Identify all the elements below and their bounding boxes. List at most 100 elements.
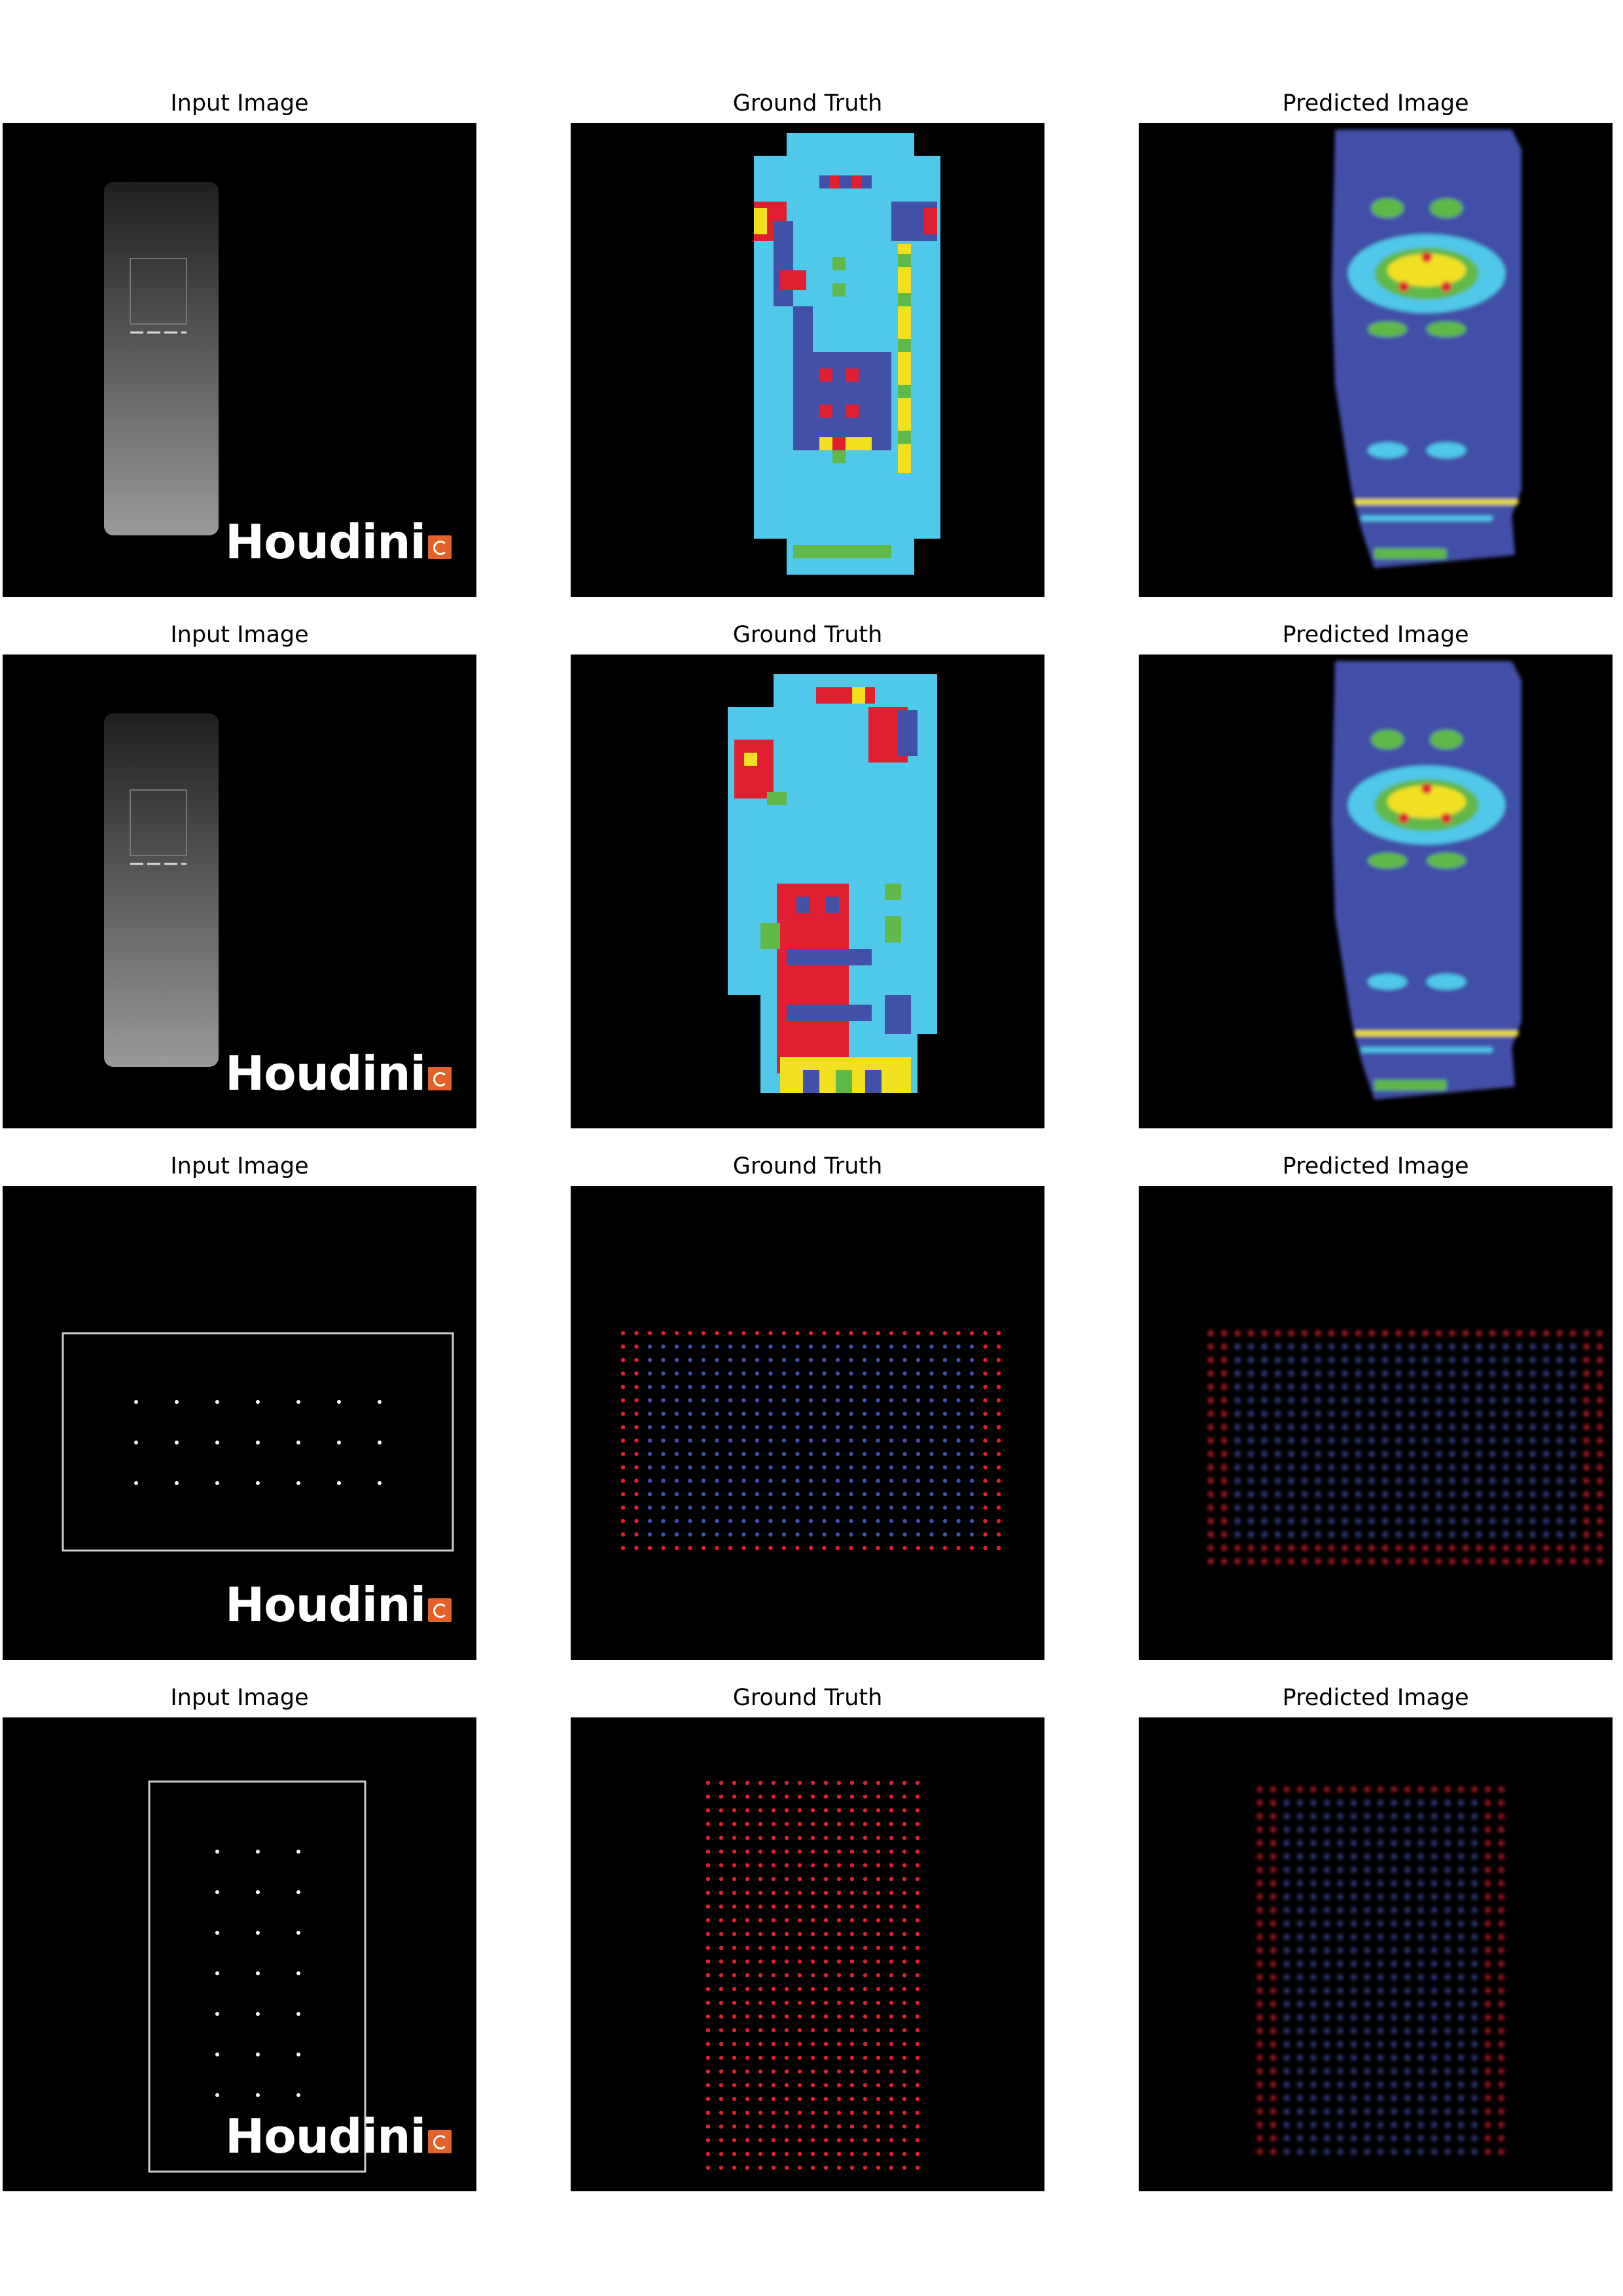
grid-dot	[1351, 1800, 1357, 1806]
grid-dot	[811, 2166, 815, 2170]
grid-dot	[1489, 1424, 1495, 1430]
grid-dot	[772, 2015, 776, 2018]
grid-dot	[745, 1877, 749, 1881]
grid-dot	[956, 1358, 960, 1362]
grid-dot	[850, 2125, 854, 2128]
grid-dot	[836, 1439, 840, 1443]
grid-dot	[983, 1385, 987, 1389]
grid-dot	[1570, 1545, 1576, 1551]
grid-dot	[1284, 2095, 1290, 2101]
grid-dot	[782, 1331, 786, 1335]
grid-dot	[772, 2083, 776, 2087]
grid-dot	[1208, 1451, 1214, 1457]
grid-dot	[889, 1546, 893, 1550]
grid-dot	[1324, 2095, 1330, 2101]
grid-dot	[1342, 1411, 1348, 1417]
grid-dot	[929, 1331, 933, 1335]
grid-dot	[1364, 1840, 1370, 1846]
grid-dot	[876, 1479, 880, 1482]
grid-dot	[1284, 1800, 1290, 1806]
grid-dot	[1284, 2136, 1290, 2142]
grid-dot	[1275, 1424, 1281, 1430]
grid-dot	[1270, 1867, 1276, 1873]
grid-dot	[296, 1400, 300, 1404]
grid-dot	[1409, 1505, 1415, 1511]
grid-dot	[809, 1398, 813, 1402]
grid-dot	[1472, 2055, 1478, 2061]
grid-dot	[1418, 2001, 1424, 2007]
grid-dot	[1235, 1371, 1241, 1376]
grid-dot	[1543, 1545, 1549, 1551]
grid-dot	[1418, 1814, 1424, 1820]
grid-dot	[1351, 2109, 1357, 2115]
grid-dot	[1364, 1921, 1370, 1927]
grid-dot	[1275, 1558, 1281, 1564]
grid-dot	[768, 1425, 772, 1429]
grid-dot	[1355, 1438, 1361, 1444]
grid-dot	[661, 1492, 665, 1496]
grid-dot	[1445, 2028, 1451, 2034]
grid-dot	[983, 1532, 987, 1536]
grid-dot	[1351, 2041, 1357, 2047]
grid-dot	[755, 1465, 759, 1469]
grid-dot	[296, 1890, 300, 1894]
grid-dot	[1221, 1384, 1227, 1390]
grid-dot	[916, 1439, 920, 1443]
grid-dot	[688, 1331, 692, 1335]
grid-dot	[902, 1973, 906, 1977]
grid-dot	[1530, 1532, 1536, 1537]
grid-dot	[1351, 2001, 1357, 2007]
grid-dot	[850, 1808, 854, 1812]
grid-dot	[1485, 1880, 1491, 1886]
grid-dot	[1499, 2122, 1505, 2128]
grid-dot	[837, 1973, 841, 1977]
grid-dot	[1431, 1907, 1437, 1913]
grid-dot	[1338, 1854, 1344, 1859]
grid-dot	[876, 2001, 880, 2005]
grid-dot	[1499, 1867, 1505, 1873]
grid-dot	[1431, 2068, 1437, 2074]
grid-dot	[970, 1412, 974, 1416]
grid-dot	[1315, 1558, 1321, 1564]
grid-dot	[755, 1479, 759, 1482]
grid-dot	[1570, 1492, 1576, 1498]
grid-dot	[902, 2152, 906, 2156]
grid-dot	[822, 1505, 826, 1509]
grid-dot	[728, 1425, 732, 1429]
grid-dot	[943, 1358, 947, 1362]
grid-dot	[824, 1781, 828, 1785]
grid-dot	[1423, 1532, 1429, 1537]
grid-dot	[688, 1425, 692, 1429]
grid-dot	[1324, 2055, 1330, 2061]
grid-dot	[916, 1452, 920, 1456]
grid-dot	[837, 2111, 841, 2115]
grid-dot	[785, 1946, 789, 1950]
grid-dot	[1472, 2001, 1478, 2007]
grid-dot	[1499, 1975, 1505, 1981]
grid-dot	[1355, 1357, 1361, 1363]
grid-dot	[916, 2111, 919, 2115]
grid-dot	[836, 1398, 840, 1402]
grid-dot	[634, 1385, 638, 1389]
grid-dot	[863, 1822, 867, 1826]
grid-dot	[1324, 1880, 1330, 1886]
grid-dot	[889, 1505, 893, 1509]
grid-dot	[876, 2028, 880, 2032]
grid-dot	[836, 1358, 840, 1362]
grid-dot	[1355, 1371, 1361, 1376]
grid-dot	[758, 1960, 762, 1964]
grid-dot	[1270, 1840, 1276, 1846]
grid-dot	[1289, 1492, 1294, 1498]
grid-dot	[837, 1946, 841, 1950]
grid-dot	[1396, 1384, 1402, 1390]
grid-dot	[782, 1358, 786, 1362]
grid-dot	[1364, 1827, 1370, 1833]
grid-dot	[732, 1918, 736, 1922]
grid-dot	[661, 1412, 665, 1416]
grid-dot	[1221, 1411, 1227, 1417]
grid-dot	[1391, 1800, 1397, 1806]
grid-dot	[772, 2070, 776, 2073]
grid-dot	[824, 2097, 828, 2101]
grid-dot	[824, 2152, 828, 2156]
grid-dot	[1431, 2028, 1437, 2034]
